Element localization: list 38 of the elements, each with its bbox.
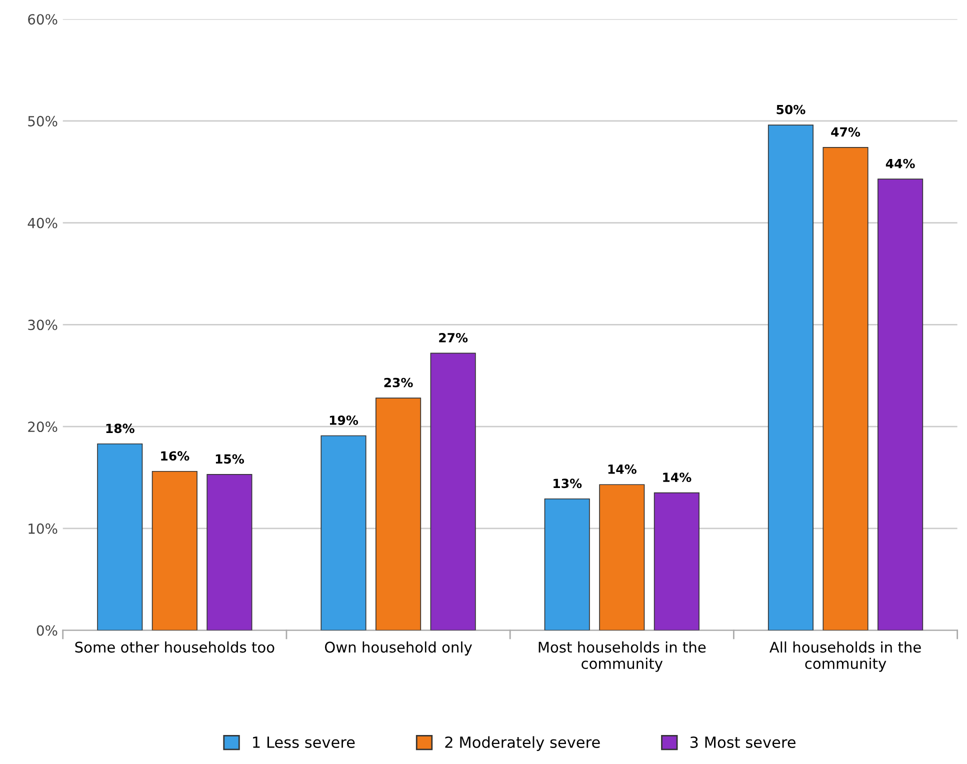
legend-label: 2 Moderately severe [445, 736, 600, 751]
data-label: 13% [554, 478, 582, 488]
data-label: 14% [663, 472, 692, 482]
bar [544, 498, 590, 630]
data-label: 27% [439, 333, 468, 342]
bar [768, 124, 814, 630]
y-tick-label: 30% [28, 320, 58, 330]
y-tick-label: 20% [28, 422, 58, 432]
data-label: 19% [330, 416, 358, 425]
data-label: 18% [106, 424, 134, 434]
bar [822, 147, 868, 630]
legend-label: 3 Most severe [690, 736, 796, 748]
y-tick-label: 40% [28, 218, 58, 228]
bar [376, 398, 422, 630]
data-label: 50% [776, 104, 806, 114]
bar [97, 443, 143, 630]
data-label: 14% [608, 464, 636, 474]
x-tick-label: Own household only [324, 641, 472, 656]
legend-label: 1 Less severe [253, 736, 355, 748]
bar [654, 492, 700, 630]
bar [152, 470, 198, 630]
y-tick-label: 10% [28, 523, 58, 534]
bar [599, 484, 645, 630]
x-tick-label: All households in the community [770, 641, 921, 672]
bar [320, 435, 366, 630]
data-label: 44% [886, 158, 915, 168]
data-label: 47% [831, 127, 860, 137]
x-tick-label: Most households in the community [538, 641, 706, 672]
data-label: 16% [161, 451, 190, 461]
y-tick-label: 50% [28, 116, 58, 126]
bar [430, 352, 476, 630]
x-tick-label: Some other households too [75, 641, 274, 653]
y-tick-label: 60% [28, 14, 58, 25]
y-tick-label: 0% [36, 625, 58, 636]
bar [878, 178, 924, 630]
data-label: 23% [384, 378, 413, 388]
bar [206, 474, 252, 630]
data-label: 15% [216, 454, 244, 464]
